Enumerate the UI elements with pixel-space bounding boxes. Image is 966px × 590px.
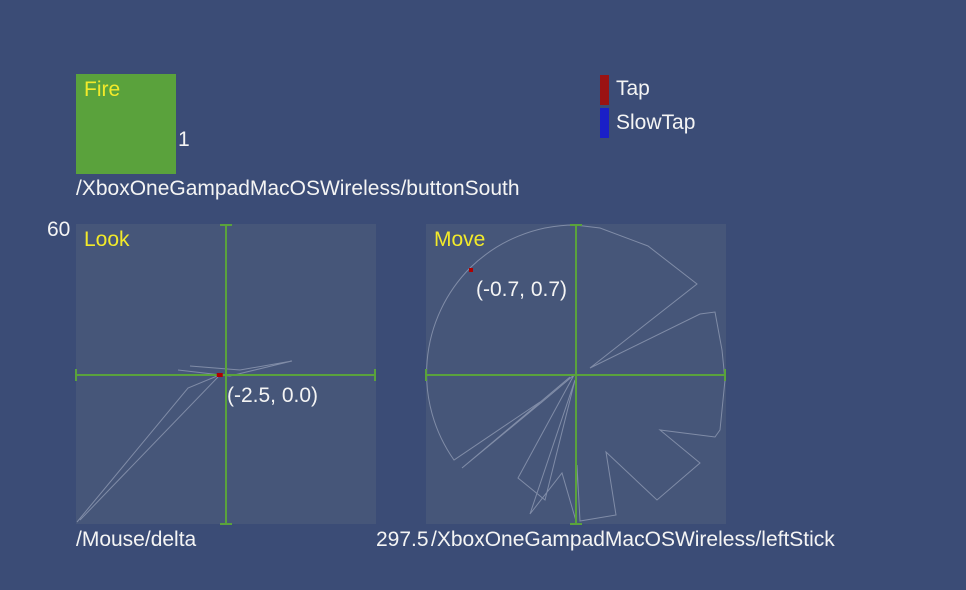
look-value-marker	[216, 373, 223, 377]
move-control-path: /XboxOneGampadMacOSWireless/leftStick	[431, 528, 835, 551]
slowtap-legend-swatch	[600, 108, 609, 138]
look-control-path: /Mouse/delta	[76, 528, 197, 551]
look-axes	[75, 224, 376, 525]
slowtap-legend-label: SlowTap	[616, 111, 696, 134]
fire-button-indicator	[76, 74, 176, 174]
tap-legend-swatch	[600, 75, 609, 105]
look-label: Look	[84, 228, 130, 251]
move-value-label: (-0.7, 0.7)	[476, 278, 568, 301]
move-trace	[426, 224, 726, 522]
move-label: Move	[434, 228, 486, 251]
tap-legend-label: Tap	[616, 77, 650, 100]
look-trace	[76, 360, 293, 523]
move-axes	[425, 224, 726, 525]
move-value-marker	[469, 268, 473, 272]
move-max-label: 297.5	[376, 528, 429, 551]
look-max-label: 60	[47, 218, 71, 241]
fire-label: Fire	[84, 78, 121, 101]
look-value-label: (-2.5, 0.0)	[227, 384, 319, 407]
fire-value: 1	[178, 128, 190, 151]
fire-control-path: /XboxOneGampadMacOSWireless/buttonSouth	[76, 177, 520, 200]
